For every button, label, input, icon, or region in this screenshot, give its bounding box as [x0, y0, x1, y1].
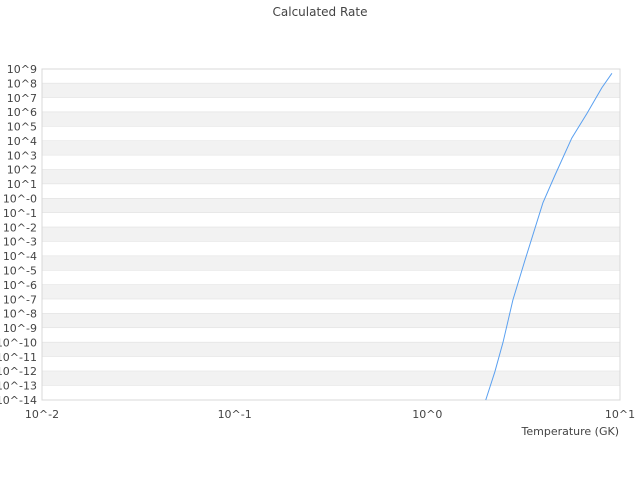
x-tick-label: 10^0: [412, 408, 442, 421]
y-tick-label: 10^7: [7, 92, 37, 105]
y-tick-label: 10^-13: [0, 380, 37, 393]
grid-band: [42, 155, 620, 170]
grid-band: [42, 299, 620, 314]
rate-series-line: [485, 73, 613, 401]
grid-band: [42, 313, 620, 329]
grid-band: [42, 169, 620, 185]
grid-band: [42, 328, 620, 343]
x-tick-label: 10^-1: [218, 408, 252, 421]
y-tick-label: 10^-5: [3, 264, 37, 277]
x-tick-label: 10^1: [605, 408, 635, 421]
y-tick-label: 10^-14: [0, 394, 37, 407]
y-tick-label: 10^3: [7, 149, 37, 162]
y-tick-label: 10^-1: [3, 207, 37, 220]
y-tick-label: 10^2: [7, 164, 37, 177]
y-tick-label: 10^6: [7, 106, 37, 119]
y-tick-label: 10^9: [7, 63, 37, 76]
y-tick-label: 10^4: [7, 135, 37, 148]
grid-band: [42, 342, 620, 357]
grid-band: [42, 97, 620, 113]
y-tick-label: 10^5: [7, 121, 37, 134]
y-tick-label: 10^-9: [3, 322, 37, 335]
grid-band: [42, 241, 620, 257]
y-tick-label: 10^1: [7, 178, 37, 191]
y-tick-label: 10^-2: [3, 221, 37, 234]
y-tick-label: 10^-10: [0, 336, 37, 349]
grid-band: [42, 256, 620, 271]
y-tick-label: 10^-7: [3, 293, 37, 306]
x-tick-label: 10^-2: [25, 408, 59, 421]
y-tick-label: 10^-12: [0, 365, 37, 378]
grid-band: [42, 198, 620, 213]
grid-band: [42, 371, 620, 386]
grid-band: [42, 69, 620, 84]
y-tick-label: 10^-3: [3, 236, 37, 249]
chart-title: Calculated Rate: [273, 5, 368, 19]
grid-band: [42, 227, 620, 242]
grid-band: [42, 356, 620, 372]
grid-band: [42, 284, 620, 300]
grid-band: [42, 212, 620, 228]
plot-frame: [41, 68, 621, 401]
y-tick-label: 10^-6: [3, 279, 37, 292]
grid-band: [42, 126, 620, 141]
y-tick-label: 10^-11: [0, 351, 37, 364]
grid-band: [42, 184, 620, 199]
y-tick-label: 10^-4: [3, 250, 37, 263]
grid-band: [42, 140, 620, 156]
y-tick-label: 10^8: [7, 77, 37, 90]
y-tick-label: 10^-8: [3, 308, 37, 321]
grid-band: [42, 385, 620, 400]
grid-band: [42, 270, 620, 285]
x-axis-label: Temperature (GK): [521, 425, 620, 438]
grid-band: [42, 83, 620, 98]
y-tick-label: 10^-0: [3, 193, 37, 206]
grid-band: [42, 112, 620, 127]
